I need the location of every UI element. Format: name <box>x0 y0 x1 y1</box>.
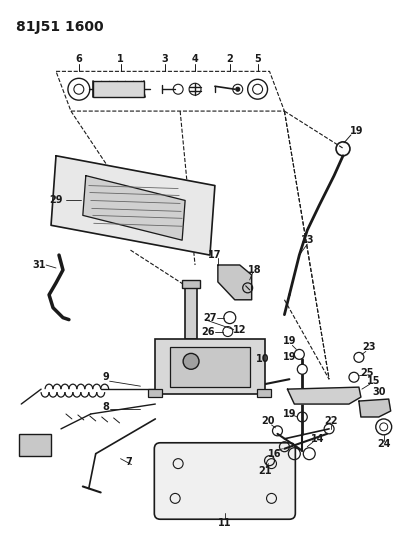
Text: 25: 25 <box>359 368 373 378</box>
Text: 1: 1 <box>117 54 124 64</box>
Text: 19: 19 <box>282 352 296 362</box>
Circle shape <box>235 87 239 91</box>
Text: 5: 5 <box>253 54 260 64</box>
Text: 31: 31 <box>32 260 46 270</box>
Text: 19: 19 <box>282 336 296 346</box>
Text: 13: 13 <box>300 235 313 245</box>
Text: 2: 2 <box>226 54 233 64</box>
Text: 4: 4 <box>191 54 198 64</box>
Text: 28: 28 <box>225 340 238 350</box>
Text: 12: 12 <box>233 325 246 335</box>
Bar <box>148 389 162 397</box>
Text: 11: 11 <box>217 518 231 528</box>
Text: 22: 22 <box>324 416 337 426</box>
Polygon shape <box>217 265 251 300</box>
Bar <box>19 434 51 456</box>
Bar <box>182 280 200 288</box>
Bar <box>93 82 144 97</box>
Text: 3: 3 <box>162 54 168 64</box>
Text: 30: 30 <box>371 387 385 397</box>
Text: 81J51 1600: 81J51 1600 <box>16 20 103 34</box>
Bar <box>184 285 196 340</box>
Text: 17: 17 <box>208 250 221 260</box>
Text: 16: 16 <box>267 449 281 459</box>
Polygon shape <box>287 387 360 404</box>
Circle shape <box>297 365 306 374</box>
Text: 21: 21 <box>257 466 271 475</box>
Text: 7: 7 <box>125 457 132 467</box>
Bar <box>256 389 270 397</box>
Text: 15: 15 <box>366 376 380 386</box>
Text: 14: 14 <box>310 434 323 444</box>
Text: 29: 29 <box>49 196 63 205</box>
Polygon shape <box>83 176 184 240</box>
Text: 19: 19 <box>282 409 296 419</box>
Text: 23: 23 <box>361 342 375 352</box>
Polygon shape <box>358 399 390 417</box>
Bar <box>170 348 249 387</box>
Text: 27: 27 <box>203 313 216 322</box>
FancyBboxPatch shape <box>154 443 295 519</box>
Bar <box>155 340 264 394</box>
Text: 19: 19 <box>349 126 363 136</box>
Polygon shape <box>51 156 215 255</box>
Text: 10: 10 <box>255 354 269 365</box>
Text: 20: 20 <box>260 416 273 426</box>
Text: 6: 6 <box>75 54 82 64</box>
Text: 9: 9 <box>102 372 109 382</box>
Text: 18: 18 <box>247 265 261 275</box>
Text: 24: 24 <box>376 439 389 449</box>
Text: 26: 26 <box>201 327 214 336</box>
Text: 8: 8 <box>102 402 109 412</box>
Circle shape <box>183 353 198 369</box>
